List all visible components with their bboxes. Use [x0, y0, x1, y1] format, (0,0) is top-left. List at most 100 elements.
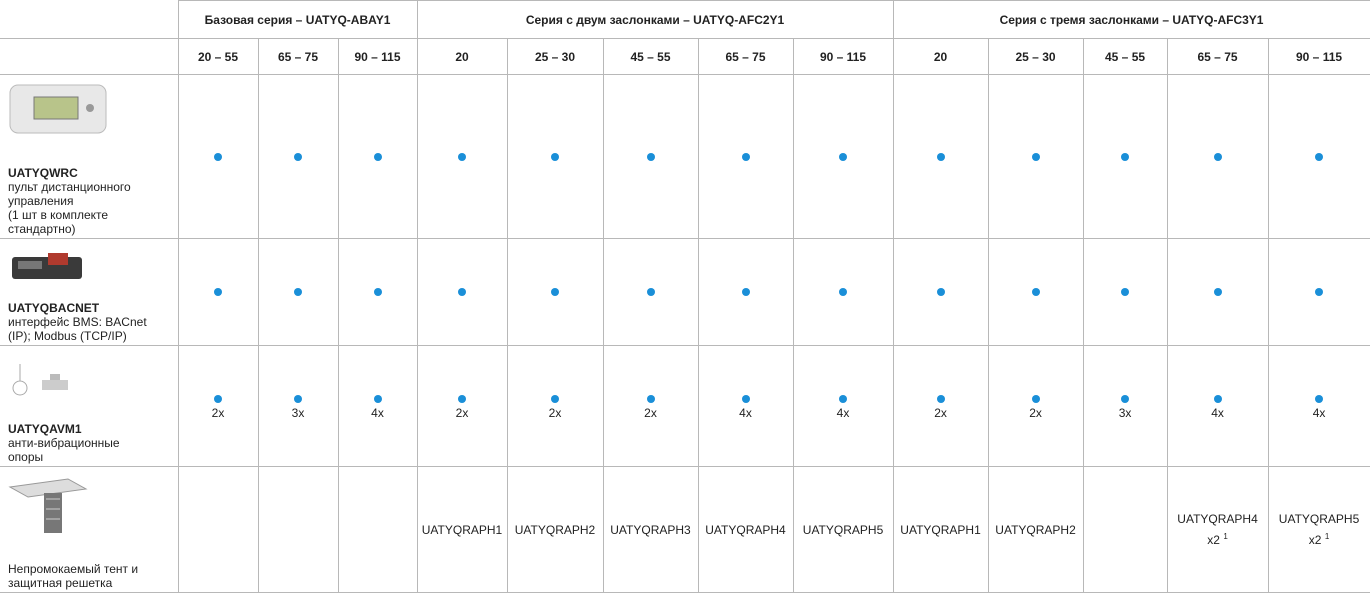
availability: [1269, 392, 1369, 406]
cell-label: UATYQRAPH2: [995, 522, 1076, 537]
availability: [1084, 285, 1166, 299]
availability: [508, 392, 602, 406]
dot: [373, 288, 382, 296]
cell-label: UATYQRAPH1: [421, 522, 503, 537]
product-description: пульт дистанционного: [8, 180, 131, 194]
cell: [337, 466, 418, 593]
cell-label: 2x: [211, 406, 225, 420]
product-code: UATYQAVM1: [8, 422, 82, 436]
cell-label: 4x: [739, 406, 752, 420]
dot: [1213, 395, 1222, 403]
cell: [416, 74, 508, 239]
dot: [1213, 152, 1222, 161]
dot: [936, 395, 945, 403]
cell: [792, 74, 894, 239]
cell-label: UATYQRAPH4: [1177, 512, 1258, 526]
cell: UATYQRAPH1: [416, 466, 508, 593]
availability: [1168, 285, 1267, 299]
cell-label: 4x: [1312, 406, 1326, 420]
group-header: Базовая серия – UATYQ-ABAY1: [177, 0, 418, 39]
size-header: 90 – 115: [1267, 38, 1370, 75]
cell: 2x: [892, 345, 989, 467]
dot: [214, 288, 222, 296]
cell-label: UATYQRAPH2: [514, 522, 596, 537]
availability: [794, 392, 892, 406]
cell-label: 2x: [1029, 406, 1042, 420]
availability: [604, 150, 697, 164]
dot: [373, 152, 382, 161]
dot: [1031, 395, 1040, 403]
availability: [1084, 150, 1166, 164]
cell: [1267, 74, 1370, 239]
product-cell: UATYQBACNET интерфейс BMS: BACnet (IP); Mo…: [0, 238, 179, 346]
cell: [1082, 466, 1168, 593]
product-image: [8, 354, 78, 401]
product-description: анти-вибрационные: [8, 436, 120, 450]
cell: 4x: [337, 345, 418, 467]
product-code: UATYQBACNET: [8, 301, 100, 315]
dot: [1315, 152, 1324, 161]
footnote-ref: 1: [1223, 532, 1228, 541]
availability: [1084, 392, 1166, 406]
availability: [1168, 392, 1267, 406]
size-header: 90 – 115: [337, 38, 418, 75]
product-description: опоры: [8, 450, 44, 464]
availability: [508, 285, 602, 299]
cell: [257, 466, 339, 593]
dot: [646, 395, 655, 403]
dot: [1031, 152, 1040, 161]
availability: [989, 150, 1082, 164]
availability: [699, 150, 792, 164]
dot: [741, 395, 750, 403]
cell: UATYQRAPH2: [506, 466, 604, 593]
dot: [839, 288, 848, 296]
quantity: x2: [1207, 533, 1220, 547]
dot: [458, 288, 466, 296]
cell: [602, 238, 699, 346]
dot: [551, 395, 559, 403]
availability: [179, 150, 257, 164]
size-header: 45 – 55: [602, 38, 699, 75]
product-row: Непромокаемый тент и защитная решетка UATY…: [0, 466, 1370, 593]
dot: [646, 152, 655, 161]
cell: 4x: [792, 345, 894, 467]
cell: [506, 238, 604, 346]
availability: [418, 150, 506, 164]
product-image: [8, 83, 108, 138]
quantity-line: x2 1: [1168, 532, 1267, 547]
cell: UATYQRAPH3: [602, 466, 699, 593]
header-row: Базовая серия – UATYQ-ABAY1 Серия с двум …: [0, 0, 1370, 39]
cell: UATYQRAPH1: [892, 466, 989, 593]
dot: [1213, 288, 1222, 296]
size-header: 65 – 75: [697, 38, 794, 75]
availability: [418, 285, 506, 299]
availability: [894, 150, 987, 164]
dot: [294, 288, 302, 296]
size-header: 20: [416, 38, 508, 75]
dot: [839, 395, 848, 403]
product-cell: UATYQAVM1 анти-вибрационные опоры: [0, 345, 179, 467]
availability: [699, 392, 792, 406]
cell: [697, 74, 794, 239]
availability: [699, 285, 792, 299]
cell: [1267, 238, 1370, 346]
cell: [792, 238, 894, 346]
availability: [339, 285, 416, 299]
cell: 3x: [1082, 345, 1168, 467]
cell: [506, 74, 604, 239]
cell: [1082, 238, 1168, 346]
dot: [214, 152, 222, 161]
cell: [416, 238, 508, 346]
product-description: интерфейс BMS: BACnet: [8, 315, 147, 329]
cell-label: UATYQRAPH4: [705, 522, 786, 537]
availability: [1269, 150, 1369, 164]
size-header: 65 – 75: [1166, 38, 1269, 75]
cell-label: UATYQRAPH5: [1278, 512, 1360, 526]
availability: [179, 392, 257, 406]
size-header: 25 – 30: [987, 38, 1084, 75]
dot: [214, 395, 222, 403]
cell-label: UATYQRAPH1: [900, 522, 981, 537]
cell: UATYQRAPH4: [697, 466, 794, 593]
availability: [604, 285, 697, 299]
